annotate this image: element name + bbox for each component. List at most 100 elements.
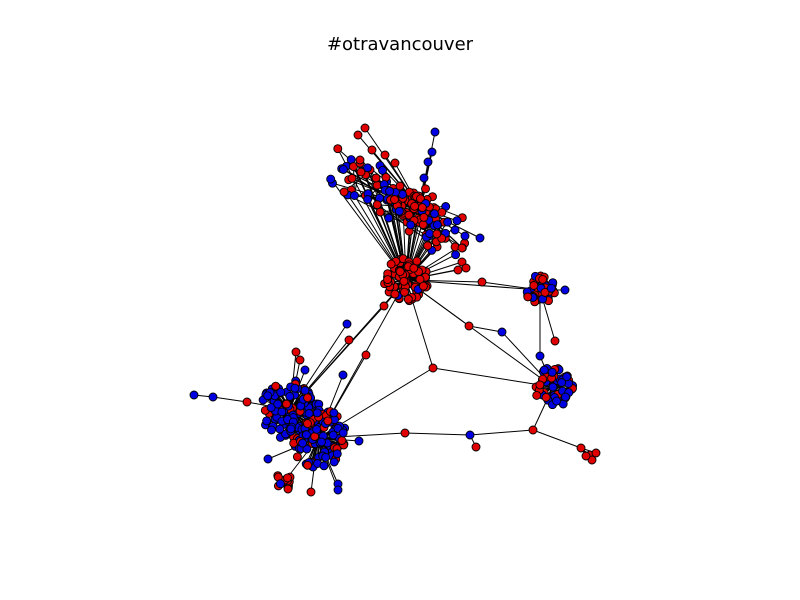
graph-node-blue <box>378 165 387 175</box>
graph-node-red <box>540 287 550 297</box>
graph-node-blue <box>535 351 545 361</box>
graph-node-blue <box>189 390 199 400</box>
graph-edge <box>404 432 471 436</box>
graph-node-blue <box>333 485 343 495</box>
graph-node-red <box>457 257 467 267</box>
graph-node-red <box>400 428 410 438</box>
graph-node-blue <box>385 186 395 196</box>
graph-node-red <box>400 287 409 297</box>
graph-edge <box>405 279 554 388</box>
graph-node-blue <box>329 457 339 467</box>
graph-node-red <box>410 201 420 211</box>
graph-node-blue <box>350 191 359 200</box>
graph-edge <box>405 269 459 281</box>
graph-node-red <box>283 473 292 483</box>
graph-node-blue <box>312 408 322 418</box>
graph-edge <box>289 323 348 411</box>
graph-node-red <box>528 425 538 435</box>
graph-node-blue <box>546 283 556 293</box>
graph-node-blue <box>423 157 433 167</box>
graph-node-blue <box>432 220 442 230</box>
graph-node-blue <box>427 147 437 157</box>
graph-node-red <box>532 390 542 400</box>
graph-node-red <box>292 452 302 462</box>
graph-node-red <box>360 123 370 133</box>
graph-node-red <box>541 392 551 402</box>
graph-node-blue <box>384 213 394 223</box>
node-layer <box>189 123 601 497</box>
graph-node-red <box>372 200 382 210</box>
graph-node-blue <box>430 209 439 219</box>
graph-node-blue <box>262 416 272 426</box>
graph-node-red <box>386 259 396 269</box>
graph-node-red <box>404 210 414 220</box>
graph-node-blue <box>354 436 364 446</box>
graph-node-red <box>418 281 428 291</box>
graph-node-blue <box>363 163 373 173</box>
graph-node-blue <box>497 327 507 337</box>
graph-node-blue <box>332 449 342 459</box>
graph-node-blue <box>342 319 352 329</box>
graph-node-blue <box>275 479 285 489</box>
graph-node-red <box>576 443 586 453</box>
graph-node-blue <box>267 425 276 435</box>
graph-node-blue <box>329 408 339 418</box>
graph-edge <box>532 429 582 449</box>
graph-node-blue <box>321 452 331 462</box>
graph-node-red <box>591 448 601 458</box>
graph-node-blue <box>302 444 312 454</box>
graph-node-blue <box>394 206 404 216</box>
graph-title: #otravancouver <box>326 34 474 55</box>
graph-node-blue <box>560 285 570 295</box>
graph-node-blue <box>460 231 470 241</box>
graph-node-red <box>535 380 545 390</box>
graph-edge <box>212 396 248 403</box>
graph-node-red <box>421 184 430 194</box>
graph-node-blue <box>338 370 348 380</box>
graph-node-red <box>323 416 333 426</box>
graph-node-red <box>550 336 560 346</box>
graph-node-red <box>356 167 366 177</box>
graph-node-blue <box>557 378 567 387</box>
graph-node-blue <box>263 454 273 464</box>
graph-node-blue <box>406 220 416 230</box>
graph-node-blue <box>301 430 311 440</box>
graph-node-blue <box>430 127 440 137</box>
graph-node-red <box>355 155 365 165</box>
graph-node-red <box>395 267 405 277</box>
graph-node-red <box>371 173 381 183</box>
graph-node-red <box>367 145 377 155</box>
graph-node-blue <box>450 225 460 235</box>
graph-node-red <box>464 321 474 331</box>
graph-node-blue <box>561 392 570 402</box>
graph-node-red <box>453 265 463 275</box>
graph-node-red <box>461 263 471 273</box>
graph-node-blue <box>208 392 218 402</box>
graph-node-red <box>437 207 447 217</box>
graph-node-red <box>423 241 433 251</box>
graph-node-blue <box>275 424 285 434</box>
graph-node-blue <box>452 216 462 226</box>
graph-node-blue <box>419 173 429 183</box>
graph-node-red <box>344 335 354 345</box>
graph-node-blue <box>465 430 475 440</box>
graph-node-blue <box>317 437 326 447</box>
graph-node-blue <box>338 165 348 174</box>
graph-node-red <box>399 276 409 286</box>
graph-node-red <box>295 355 305 365</box>
graph-node-blue <box>290 383 300 393</box>
graph-node-red <box>380 150 390 160</box>
graph-node-red <box>581 451 591 461</box>
graph-node-blue <box>547 367 557 377</box>
graph-node-blue <box>552 396 562 406</box>
graph-node-red <box>306 487 316 497</box>
graph-node-red <box>242 397 252 407</box>
graph-node-blue <box>276 387 286 397</box>
graph-node-blue <box>300 365 310 375</box>
graph-node-blue <box>263 391 273 401</box>
graph-node-red <box>347 173 357 183</box>
graph-node-blue <box>300 386 310 395</box>
graph-node-red <box>419 212 429 222</box>
graph-node-red <box>303 460 313 470</box>
graph-node-blue <box>286 424 296 434</box>
